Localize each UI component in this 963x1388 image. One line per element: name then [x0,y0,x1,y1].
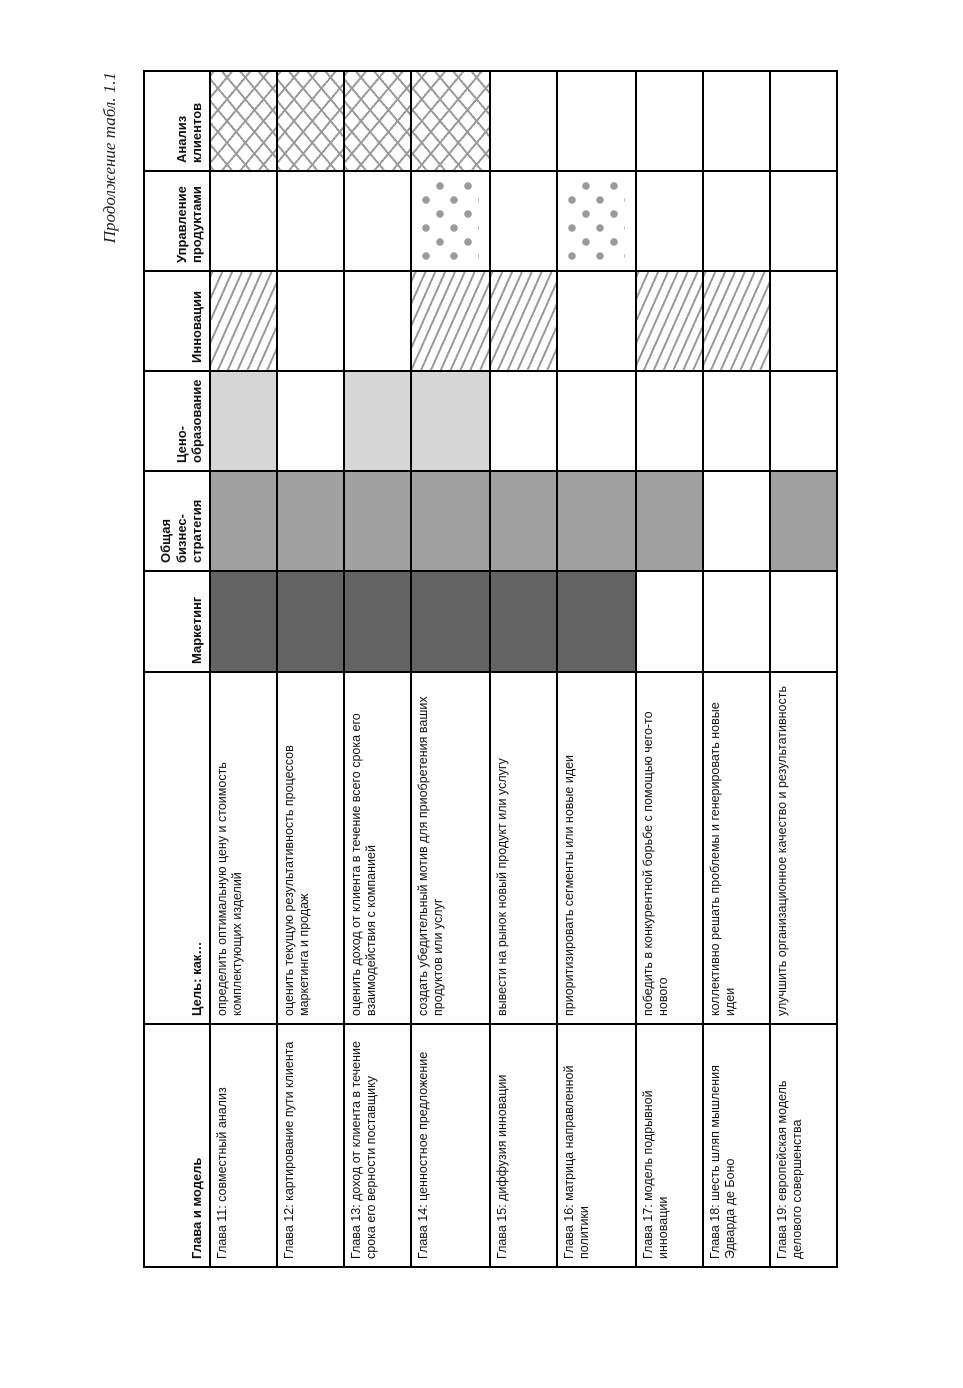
goal-cell: определить оптимальную цену и стоимость … [210,672,277,1024]
goal-cell: приоритизировать сегменты или новые идеи [557,672,636,1024]
area-mark-cell [490,171,557,271]
area-mark-cell [344,571,411,672]
column-header: Управление продуктами [144,171,210,271]
model-cell: Глава 19: европейская модель делового со… [770,1024,837,1267]
header-row: Глава и модель Цель: как… Маркетинг Общая б… [144,71,210,1267]
model-cell: Глава 18: шесть шляп мышления Эдварда де… [703,1024,770,1267]
area-mark-cell [703,571,770,672]
table-row: Глава 19: европейская модель делового со… [770,71,837,1267]
area-mark-cell [770,71,837,171]
area-mark-cell [557,71,636,171]
goal-cell: улучшить организационное качество и резу… [770,672,837,1024]
column-header: Цено- образование [144,371,210,471]
area-mark-cell [557,271,636,371]
table-row: Глава 11: совместный анализ определить оп… [210,71,277,1267]
area-mark-cell [344,71,411,171]
model-cell: Глава 13: доход от клиента в течение сро… [344,1024,411,1267]
column-header: Инновации [144,271,210,371]
area-mark-cell [703,171,770,271]
area-mark-cell [277,471,344,571]
table-row: Глава 14: ценностное предложение создать … [411,71,490,1267]
area-mark-cell [490,271,557,371]
model-cell: Глава 16: матрица направленной политики [557,1024,636,1267]
area-mark-cell [557,371,636,471]
goal-cell: коллективно решать проблемы и генерирова… [703,672,770,1024]
area-mark-cell [703,71,770,171]
goal-cell: оценить доход от клиента в течение всего… [344,672,411,1024]
model-cell: Глава 17: модель подрывной инновации [636,1024,703,1267]
goal-cell: вывести на рынок новый продукт или услуг… [490,672,557,1024]
area-mark-cell [210,171,277,271]
area-mark-cell [703,471,770,571]
area-mark-cell [557,471,636,571]
area-mark-cell [636,571,703,672]
table-row: Глава 12: картирование пути клиента оцени… [277,71,344,1267]
model-cell: Глава 11: совместный анализ [210,1024,277,1267]
goal-cell: победить в конкурентной борьбе с помощью… [636,672,703,1024]
area-mark-cell [411,71,490,171]
table-row: Глава 17: модель подрывной инновации побе… [636,71,703,1267]
area-mark-cell [636,371,703,471]
area-mark-cell [557,171,636,271]
area-mark-cell [636,471,703,571]
table-row: Глава 16: матрица направленной политики п… [557,71,636,1267]
area-mark-cell [344,371,411,471]
area-mark-cell [277,171,344,271]
area-mark-cell [210,71,277,171]
goal-cell: создать убедительный мотив для приобрете… [411,672,490,1024]
area-mark-cell [411,471,490,571]
area-mark-cell [210,471,277,571]
area-mark-cell [411,171,490,271]
area-mark-cell [770,171,837,271]
area-mark-cell [703,371,770,471]
column-header: Общая бизнес- стратегия [144,471,210,571]
area-mark-cell [770,271,837,371]
area-mark-cell [636,71,703,171]
area-mark-cell [210,271,277,371]
area-mark-cell [490,371,557,471]
column-header: Маркетинг [144,571,210,672]
models-table: Глава и модель Цель: как… Маркетинг Общая б… [143,70,838,1268]
area-mark-cell [490,571,557,672]
area-mark-cell [210,371,277,471]
area-mark-cell [277,271,344,371]
column-header: Анализ клиентов [144,71,210,171]
area-mark-cell [344,171,411,271]
model-cell: Глава 14: ценностное предложение [411,1024,490,1267]
area-mark-cell [411,371,490,471]
area-mark-cell [703,271,770,371]
column-header: Глава и модель [144,1024,210,1267]
area-mark-cell [277,571,344,672]
area-mark-cell [277,71,344,171]
area-mark-cell [770,471,837,571]
area-mark-cell [490,71,557,171]
area-mark-cell [210,571,277,672]
area-mark-cell [770,371,837,471]
area-mark-cell [344,471,411,571]
column-header: Цель: как… [144,672,210,1024]
model-cell: Глава 15: диффузия инновации [490,1024,557,1267]
area-mark-cell [344,271,411,371]
area-mark-cell [636,271,703,371]
area-mark-cell [490,471,557,571]
area-mark-cell [411,571,490,672]
area-mark-cell [557,571,636,672]
area-mark-cell [770,571,837,672]
area-mark-cell [636,171,703,271]
table-row: Глава 18: шесть шляп мышления Эдварда де… [703,71,770,1267]
goal-cell: оценить текущую результативность процесс… [277,672,344,1024]
table-row: Глава 13: доход от клиента в течение сро… [344,71,411,1267]
area-mark-cell [411,271,490,371]
area-mark-cell [277,371,344,471]
rotated-table-container: Глава и модель Цель: как… Маркетинг Общая б… [143,71,837,1268]
table-row: Глава 15: диффузия инновации вывести на р… [490,71,557,1267]
table-caption: Продолжение табл. 1.1 [100,72,119,244]
model-cell: Глава 12: картирование пути клиента [277,1024,344,1267]
